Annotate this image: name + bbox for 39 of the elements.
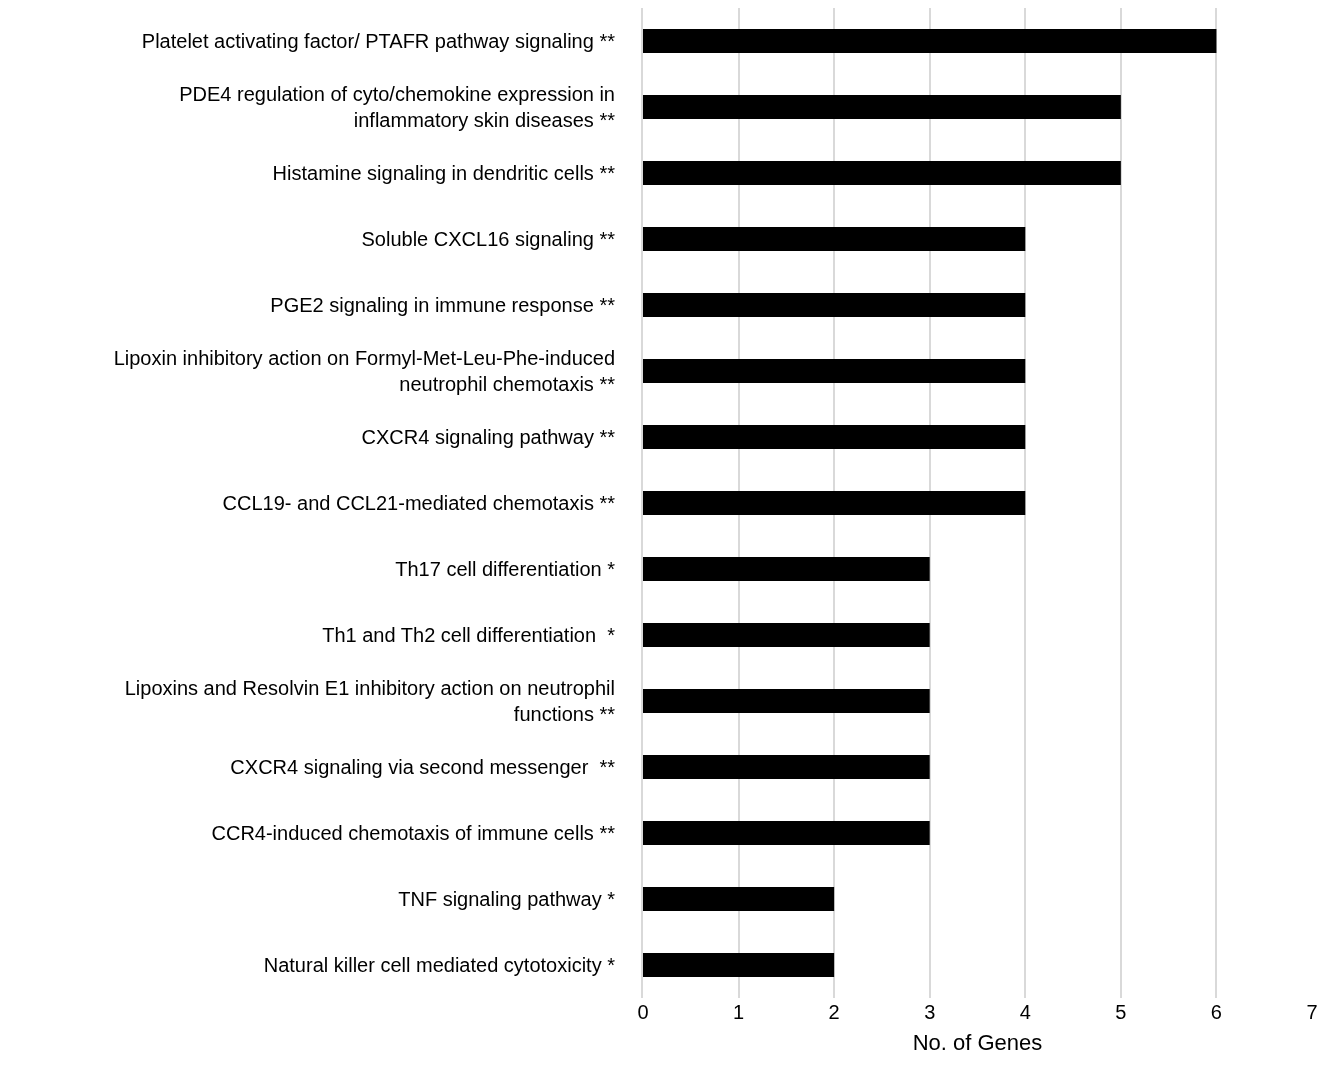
bar xyxy=(643,557,930,581)
y-tick-label: PGE2 signaling in immune response ** xyxy=(270,294,616,316)
bar xyxy=(643,425,1026,449)
bar xyxy=(643,623,930,647)
x-tick-label: 7 xyxy=(1306,1001,1318,1023)
bar xyxy=(643,161,1121,185)
y-tick-label: Lipoxin inhibitory action on Formyl-Met-Leu-Phe-induced neutrophil chemotaxis ** xyxy=(113,347,616,395)
y-tick-label: Lipoxins and Resolvin E1 inhibitory action on neutrophil functions ** xyxy=(124,677,616,725)
bar xyxy=(643,491,1026,515)
x-tick-label: 3 xyxy=(924,1001,936,1023)
y-tick-label: CXCR4 signaling via second messenger ** xyxy=(230,756,616,778)
y-tick-label: TNF signaling pathway * xyxy=(398,888,616,910)
x-tick-label: 0 xyxy=(637,1001,649,1023)
y-tick-label: Histamine signaling in dendritic cells ** xyxy=(272,162,616,184)
y-tick-label: CCR4-induced chemotaxis of immune cells ** xyxy=(211,822,616,844)
y-tick-label: Natural killer cell mediated cytotoxicity * xyxy=(263,954,616,976)
x-tick-label: 2 xyxy=(828,1001,840,1023)
bar xyxy=(643,227,1026,251)
bar xyxy=(643,887,835,911)
x-tick-label: 4 xyxy=(1019,1001,1031,1023)
y-tick-label: CCL19- and CCL21-mediated chemotaxis ** xyxy=(222,492,616,514)
bar xyxy=(643,689,930,713)
y-tick-label: Platelet activating factor/ PTAFR pathway signaling ** xyxy=(141,30,616,52)
y-tick-label: PDE4 regulation of cyto/chemokine expression in inflammatory skin diseases ** xyxy=(179,83,616,131)
bar xyxy=(643,29,1217,53)
bar xyxy=(643,359,1026,383)
y-tick-label: Th17 cell differentiation * xyxy=(395,558,616,580)
bar xyxy=(643,821,930,845)
x-tick-label: 1 xyxy=(733,1001,745,1023)
y-tick-label: Soluble CXCL16 signaling ** xyxy=(361,228,616,250)
bar xyxy=(643,953,835,977)
x-axis-title: No. of Genes xyxy=(912,1029,1043,1055)
x-tick-label: 5 xyxy=(1115,1001,1127,1023)
y-tick-label: Th1 and Th2 cell differentiation * xyxy=(322,624,616,646)
bar xyxy=(643,293,1026,317)
bar xyxy=(643,755,930,779)
y-tick-label: CXCR4 signaling pathway ** xyxy=(361,426,616,448)
x-tick-label: 6 xyxy=(1210,1001,1222,1023)
bar xyxy=(643,95,1121,119)
